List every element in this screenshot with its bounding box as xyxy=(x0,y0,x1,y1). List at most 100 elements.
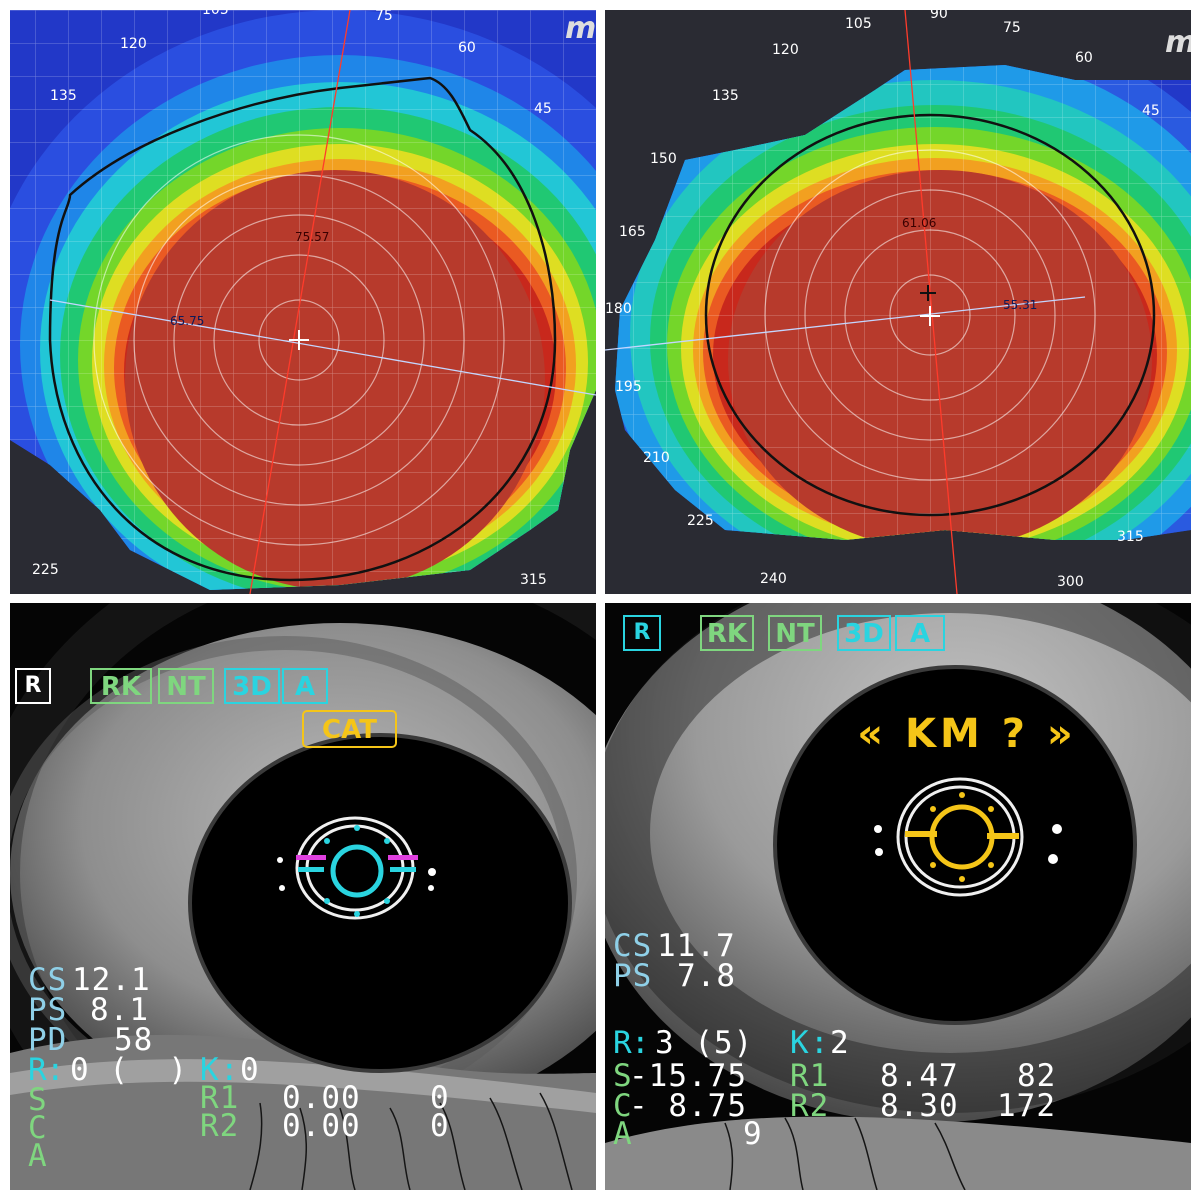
axis-120: 120 xyxy=(120,36,147,52)
eye-image-left xyxy=(10,603,596,1190)
reading-vertical: 75.57 xyxy=(295,230,329,244)
r2-axis: 172 xyxy=(997,1088,1056,1124)
axis-195: 195 xyxy=(615,379,642,395)
horizontal-meridian xyxy=(49,299,596,396)
mode-nt: NT xyxy=(158,668,214,704)
autorefractor-screen-left: R RK NT 3D A CAT CS 12.1 PS 8.1 PD 58 R … xyxy=(10,603,596,1190)
topography-map-right-svg: 61.06 55.31 90 75 60 45 105 120 135 150 … xyxy=(605,10,1191,594)
cataract-warning: CAT xyxy=(302,710,397,748)
mode-nt: NT xyxy=(768,615,822,651)
axis-225: 225 xyxy=(32,562,59,578)
r-colon: : xyxy=(46,1052,66,1088)
r-label: R xyxy=(28,1052,48,1088)
axis-90: 90 xyxy=(930,10,948,22)
ps-label: PS xyxy=(28,992,68,1028)
mode-rk: RK xyxy=(700,615,754,651)
axis-150: 150 xyxy=(650,151,677,167)
cs-value: 11.7 xyxy=(657,928,736,964)
k-colon: : xyxy=(810,1025,830,1061)
pupil-center-cross xyxy=(920,285,936,301)
k-value: 2 xyxy=(830,1025,850,1061)
vertical-meridian xyxy=(249,10,351,594)
axis-60: 60 xyxy=(1075,50,1093,66)
axis-60: 60 xyxy=(458,40,476,56)
axis-210: 210 xyxy=(643,450,670,466)
reading-horizontal: 65.75 xyxy=(170,314,204,328)
ps-value: 8.1 xyxy=(90,992,149,1028)
pd-label: PD xyxy=(28,1022,68,1058)
axis-180: 180 xyxy=(605,301,632,317)
axis-105: 105 xyxy=(202,10,229,18)
mode-3d: 3D xyxy=(224,668,280,704)
eye-indicator-box: R xyxy=(15,668,51,704)
keratometry-warning: « KM ? » xyxy=(857,711,1077,757)
mode-3d: 3D xyxy=(837,615,891,651)
axis-105: 105 xyxy=(845,16,872,32)
axis-75: 75 xyxy=(375,10,393,24)
center-cross xyxy=(289,330,309,350)
mode-a: A xyxy=(895,615,945,651)
r1-value: 0.00 xyxy=(282,1080,361,1116)
ps-label: PS xyxy=(613,958,653,994)
r2-value: 0.00 xyxy=(282,1108,361,1144)
r2-label: R2 xyxy=(790,1088,830,1124)
mode-a: A xyxy=(282,668,328,704)
axis-315: 315 xyxy=(520,572,547,588)
eyelashes xyxy=(249,1092,573,1190)
axis-120: 120 xyxy=(772,42,799,58)
topography-map-left-svg: 75.57 65.75 75 60 45 105 120 135 225 315… xyxy=(10,10,596,594)
axis-135: 135 xyxy=(712,88,739,104)
pupil-outline xyxy=(704,113,1156,517)
k-label: K xyxy=(790,1025,810,1061)
axis-135: 135 xyxy=(50,88,77,104)
r1-value: 8.47 xyxy=(880,1058,959,1094)
a-value: 9 xyxy=(743,1116,763,1152)
a-label: A xyxy=(28,1138,48,1174)
center-cross xyxy=(920,306,940,326)
r1-label: R1 xyxy=(790,1058,830,1094)
distance-rings xyxy=(93,134,505,546)
topography-map-right: 61.06 55.31 90 75 60 45 105 120 135 150 … xyxy=(605,10,1191,594)
axis-225: 225 xyxy=(687,513,714,529)
axis-300: 300 xyxy=(1057,574,1084,590)
k-value: 0 xyxy=(240,1052,260,1088)
axis-45: 45 xyxy=(534,101,552,117)
r2-axis: 0 xyxy=(430,1108,450,1144)
cs-label: CS xyxy=(28,962,68,998)
c-label: C xyxy=(28,1110,48,1146)
axis-labels: 75 60 45 105 120 135 225 315 xyxy=(32,10,552,588)
r1-axis: 82 xyxy=(1017,1058,1057,1094)
s-label: S xyxy=(613,1058,633,1094)
r-colon: : xyxy=(631,1025,651,1061)
k-colon: : xyxy=(220,1052,240,1088)
brand-logo: m xyxy=(1165,25,1191,60)
axis-45: 45 xyxy=(1142,103,1160,119)
horizontal-meridian xyxy=(605,296,1086,351)
r1-axis: 0 xyxy=(430,1080,450,1116)
c-value: - 8.75 xyxy=(629,1088,747,1124)
ps-value: 7.8 xyxy=(677,958,736,994)
alignment-target xyxy=(874,777,1062,897)
axis-labels: 90 75 60 45 105 120 135 150 165 180 195 … xyxy=(605,10,1160,590)
s-value: -15.75 xyxy=(629,1058,747,1094)
alignment-target xyxy=(277,816,436,920)
r1-label: R1 xyxy=(200,1080,240,1116)
axis-315: 315 xyxy=(1117,529,1144,545)
r-value: 3 (5) xyxy=(655,1025,754,1061)
s-label: S xyxy=(28,1082,48,1118)
eye-image-right xyxy=(605,603,1191,1190)
c-label: C xyxy=(613,1088,633,1124)
cs-value: 12.1 xyxy=(72,962,151,998)
autorefractor-screen-right: R RK NT 3D A « KM ? » CS 11.7 PS 7.8 R :… xyxy=(605,603,1191,1190)
mode-rk: RK xyxy=(90,668,152,704)
pd-value: 58 xyxy=(114,1022,154,1058)
reading-vertical: 61.06 xyxy=(902,216,936,230)
r-label: R xyxy=(613,1025,633,1061)
eye-indicator-box: R xyxy=(623,615,661,651)
topography-map-left: 75.57 65.75 75 60 45 105 120 135 225 315… xyxy=(10,10,596,594)
brand-logo: m xyxy=(565,11,596,46)
pupil-outline xyxy=(48,76,557,582)
axis-75: 75 xyxy=(1003,20,1021,36)
pupil xyxy=(773,665,1137,1025)
r2-label: R2 xyxy=(200,1108,240,1144)
